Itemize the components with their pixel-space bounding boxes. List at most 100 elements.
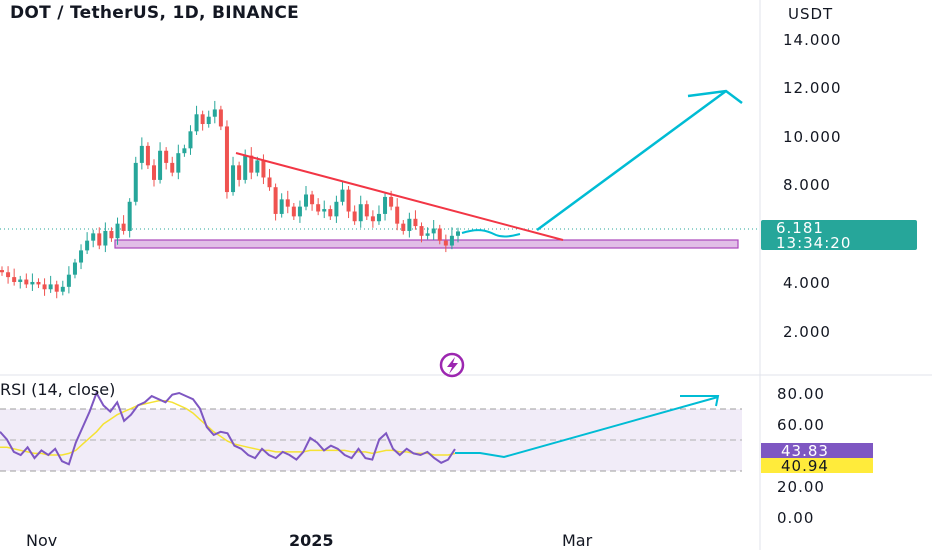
candle-body bbox=[231, 165, 236, 193]
rsi-value-tag bbox=[761, 443, 873, 458]
rsi-ma-value: 40.94 bbox=[781, 457, 829, 475]
candle-body bbox=[425, 233, 430, 236]
candle-body bbox=[103, 230, 108, 246]
y-tick-4: 4.000 bbox=[783, 274, 831, 292]
currency-label[interactable]: USDT bbox=[788, 5, 834, 23]
candle-body bbox=[42, 284, 47, 290]
candlestick-series bbox=[0, 100, 460, 299]
x-tick-nov: Nov bbox=[26, 531, 57, 550]
candle-body bbox=[334, 201, 339, 217]
candle-body bbox=[12, 277, 17, 282]
candle-body bbox=[0, 270, 4, 273]
rsi-ma-line bbox=[0, 400, 456, 456]
last-price-value: 6.181 bbox=[776, 219, 824, 237]
candle-body bbox=[340, 189, 345, 202]
candle-body bbox=[328, 209, 333, 217]
candle-body bbox=[310, 194, 315, 205]
candle-body bbox=[255, 160, 260, 173]
candle-body bbox=[139, 145, 144, 163]
projection-arrow-shaft bbox=[536, 89, 727, 232]
rsi-projection-arrow-head bbox=[680, 395, 720, 407]
x-tick-2025: 2025 bbox=[289, 531, 334, 550]
candle-body bbox=[456, 231, 460, 236]
candle-body bbox=[188, 131, 193, 149]
rsi-line bbox=[0, 390, 456, 466]
candle-body bbox=[419, 226, 424, 236]
candle-body bbox=[152, 165, 156, 180]
candle-body bbox=[449, 235, 454, 246]
candle-body bbox=[358, 204, 363, 222]
candle-countdown: 13:34:20 bbox=[776, 234, 851, 252]
candle-body bbox=[304, 194, 308, 207]
candle-body bbox=[18, 279, 23, 282]
candle-body bbox=[176, 153, 181, 173]
y-tick-10: 10.000 bbox=[783, 128, 842, 146]
rsi-y-tick-0: 0.00 bbox=[777, 509, 814, 527]
candle-body bbox=[54, 284, 59, 292]
candle-body bbox=[395, 206, 400, 224]
rsi-projection-line bbox=[455, 396, 719, 459]
candle-body bbox=[291, 206, 296, 217]
candle-body bbox=[218, 109, 223, 127]
candle-body bbox=[322, 209, 327, 212]
candle-body bbox=[121, 223, 126, 231]
candle-body bbox=[60, 286, 65, 292]
candle-body bbox=[376, 213, 381, 222]
symbol-title[interactable]: DOT / TetherUS, 1D, BINANCE bbox=[10, 3, 300, 23]
candle-body bbox=[279, 199, 284, 214]
rsi-y-tick-60: 60.00 bbox=[777, 416, 825, 434]
candle-body bbox=[48, 284, 53, 290]
candle-body bbox=[66, 274, 71, 287]
candle-body bbox=[72, 262, 77, 275]
candle-body bbox=[194, 114, 199, 132]
candle-body bbox=[443, 240, 448, 246]
candle-body bbox=[91, 233, 96, 241]
y-tick-12: 12.000 bbox=[783, 79, 842, 97]
candle-body bbox=[127, 201, 132, 231]
candle-body bbox=[30, 281, 35, 285]
descending-trendline bbox=[235, 152, 564, 241]
rsi-indicator-title[interactable]: RSI (14, close) bbox=[0, 380, 116, 399]
candle-body bbox=[364, 204, 369, 217]
candle-body bbox=[109, 230, 114, 239]
lightning-icon[interactable] bbox=[439, 352, 465, 378]
candle-body bbox=[115, 223, 120, 239]
candle-body bbox=[316, 204, 321, 212]
rsi-y-tick-20: 20.00 bbox=[777, 478, 825, 496]
candle-body bbox=[97, 233, 102, 246]
last-price-tag bbox=[761, 220, 917, 250]
rsi-value: 43.83 bbox=[781, 442, 829, 460]
candle-body bbox=[431, 228, 436, 234]
candle-body bbox=[79, 250, 84, 263]
candle-body bbox=[158, 150, 163, 180]
candle-body bbox=[85, 240, 90, 251]
candle-body bbox=[164, 150, 169, 163]
candle-body bbox=[237, 165, 242, 180]
candle-body bbox=[383, 196, 388, 214]
y-tick-2: 2.000 bbox=[783, 323, 831, 341]
candle-body bbox=[437, 228, 442, 241]
candle-body bbox=[212, 109, 217, 117]
candle-body bbox=[243, 155, 248, 180]
candle-body bbox=[182, 148, 187, 154]
candle-body bbox=[6, 272, 11, 278]
candle-body bbox=[370, 216, 375, 222]
candle-body bbox=[133, 162, 138, 202]
x-tick-mar: Mar bbox=[562, 531, 593, 550]
projection-arrow-head bbox=[687, 89, 743, 104]
candle-body bbox=[145, 145, 150, 166]
rsi-y-tick-80: 80.00 bbox=[777, 385, 825, 403]
projected-path-wave bbox=[461, 229, 521, 238]
candle-body bbox=[297, 206, 302, 217]
candle-body bbox=[273, 187, 278, 214]
candle-body bbox=[206, 116, 211, 125]
support-zone bbox=[114, 239, 739, 249]
candle-body bbox=[407, 218, 412, 231]
candle-body bbox=[285, 199, 290, 207]
candle-body bbox=[200, 114, 205, 125]
candle-body bbox=[389, 196, 394, 207]
candle-body bbox=[261, 160, 266, 178]
candle-body bbox=[267, 177, 272, 188]
y-tick-8: 8.000 bbox=[783, 176, 831, 194]
